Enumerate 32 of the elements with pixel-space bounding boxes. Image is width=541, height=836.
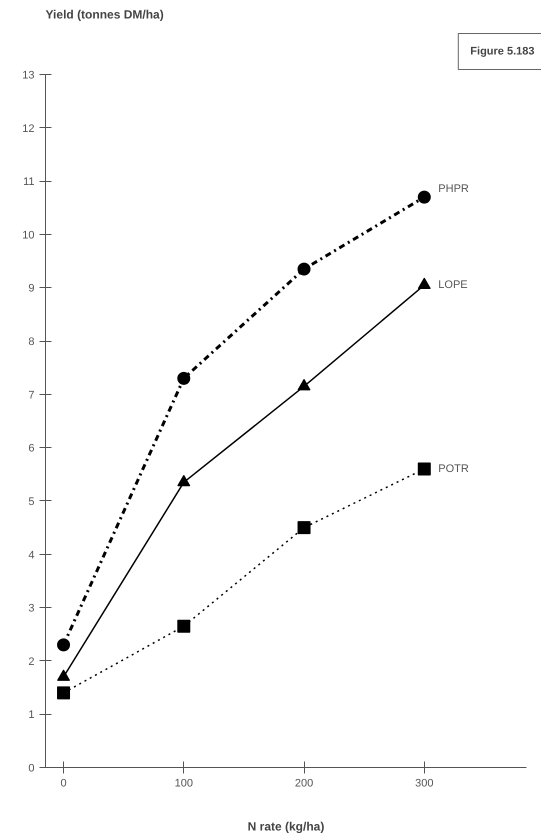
y-tick-label: 8 [28,336,35,348]
point [298,262,311,276]
y-tick-label: 3 [28,602,35,615]
y-tick-label: 1 [28,709,35,722]
series-label: PHPR [438,183,469,196]
series-label: LOPE [438,279,468,292]
y-tick-label: 11 [23,176,35,188]
point [57,638,70,652]
series-label: POTR [438,462,469,475]
y-tick-label: 7 [28,389,35,402]
y-tick-label: 12 [22,122,35,135]
x-tick-label: 100 [174,778,193,790]
x-axis-title: N rate (kg/ha) [248,820,324,834]
y-tick-label: 2 [28,656,35,668]
y-tick-label: 10 [22,229,35,242]
point [177,620,190,633]
y-tick-label: 0 [28,762,35,774]
caption: Figure 5.183 [470,46,535,58]
y-tick-label: 6 [28,442,35,455]
y-axis-title: Yield (tonnes DM/ha) [46,8,164,22]
y-tick-label: 13 [22,70,35,82]
point [418,190,431,204]
point [57,686,70,700]
point [177,372,190,385]
y-tick-label: 9 [28,282,35,295]
point [418,462,431,476]
y-tick-label: 4 [28,549,35,562]
x-tick-label: 0 [60,778,67,790]
point [298,521,311,534]
y-tick-label: 5 [28,496,35,508]
x-tick-label: 300 [415,778,434,790]
x-tick-label: 200 [294,778,314,790]
